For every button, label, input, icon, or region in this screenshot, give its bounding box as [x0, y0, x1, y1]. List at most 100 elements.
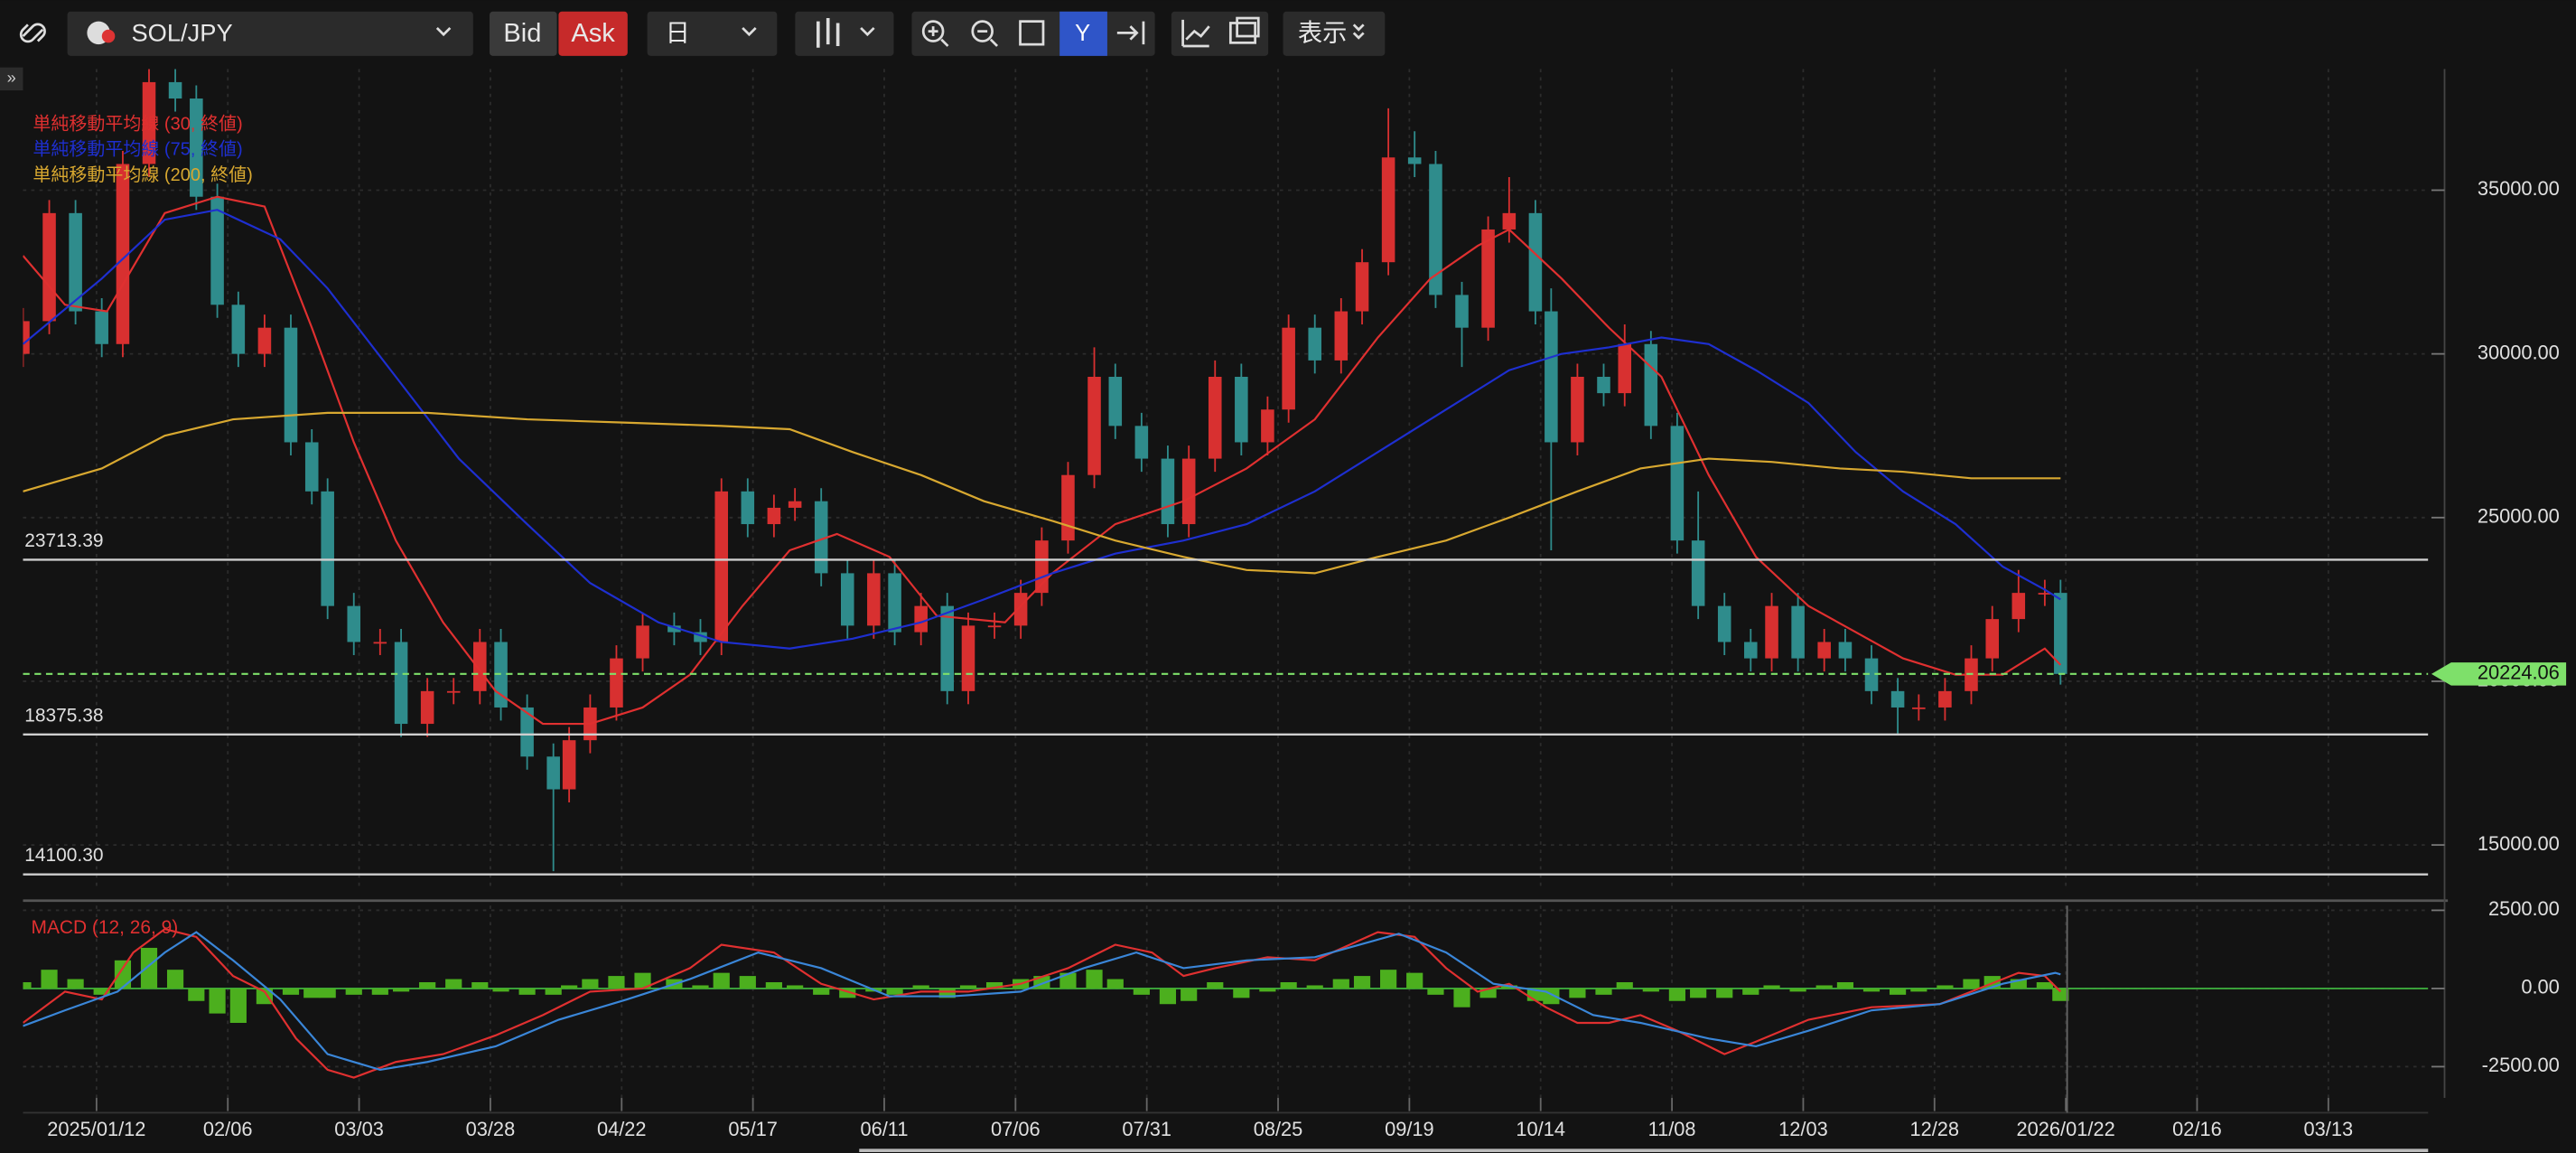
ask-label: Ask — [571, 19, 615, 48]
candle-body — [1382, 157, 1395, 262]
histogram-bar — [1742, 989, 1759, 995]
symbol-select[interactable]: SOL/JPY — [68, 12, 473, 56]
candle-body — [1645, 344, 1658, 427]
candle-body — [546, 756, 560, 789]
histogram-bar — [1669, 989, 1685, 1001]
candle-body — [1692, 540, 1705, 605]
x-tick-label: 2025/01/12 — [47, 1118, 145, 1140]
histogram-bar — [1910, 989, 1927, 991]
histogram-bar — [1233, 989, 1249, 998]
price-level-label: 23713.39 — [24, 530, 103, 551]
candle-body — [1765, 606, 1778, 659]
histogram-bar — [1837, 982, 1853, 989]
price-level-label: 14100.30 — [24, 845, 103, 866]
histogram-bar — [1107, 980, 1124, 989]
candle-body — [1744, 642, 1758, 658]
candle-body — [1817, 642, 1831, 658]
histogram-bar — [1354, 976, 1370, 989]
candle-body — [1985, 619, 1999, 658]
candle-body — [1135, 426, 1149, 458]
candle-body — [2012, 593, 2026, 619]
histogram-bar — [1763, 985, 1779, 988]
candle-body — [1718, 606, 1731, 642]
candle-body — [988, 625, 1002, 627]
ask-button[interactable]: Ask — [558, 12, 627, 56]
histogram-bar — [68, 980, 84, 989]
macd-title: MACD (12, 26, 9) — [32, 917, 179, 938]
candle-body — [95, 312, 108, 344]
histogram-bar — [2037, 982, 2053, 989]
y-tick-label: 30000.00 — [2478, 341, 2560, 363]
histogram-bar — [582, 980, 598, 989]
view: 表示 — [1298, 18, 1348, 46]
candle-body — [1571, 377, 1584, 442]
period-select[interactable]: 日 — [648, 12, 778, 56]
indicator-tools — [1171, 12, 1268, 56]
histogram-bar — [1453, 989, 1470, 1008]
candle-body — [395, 642, 408, 724]
candle-body — [1335, 312, 1349, 361]
price-level-label: 18375.38 — [24, 705, 103, 726]
view-select[interactable]: 表示 — [1283, 12, 1386, 56]
x-tick-label: 03/03 — [334, 1118, 384, 1140]
histogram-bar — [787, 985, 803, 988]
candle-body — [841, 573, 854, 625]
candle-body — [1455, 295, 1469, 327]
candle-body — [888, 573, 901, 632]
histogram-bar — [283, 989, 299, 995]
legend-entry: 単純移動平均線 (30, 終値) — [33, 114, 242, 135]
y-tick-label: 25000.00 — [2478, 505, 2560, 528]
candle-body — [962, 625, 975, 690]
histogram-bar — [1790, 989, 1806, 991]
candle-body — [742, 492, 755, 524]
chart-type-select[interactable] — [795, 12, 893, 56]
histogram-bar — [1160, 989, 1176, 1004]
histogram-bar — [714, 973, 730, 989]
histogram-bar — [1690, 989, 1706, 998]
histogram-bar — [960, 985, 976, 988]
y-tick-label: 0.00 — [2521, 976, 2559, 998]
histogram-bar — [1963, 980, 1979, 989]
candle-body — [473, 642, 487, 690]
candle-body — [768, 508, 781, 524]
x-tick-label: 02/16 — [2172, 1118, 2222, 1140]
x-tick-label: 07/31 — [1122, 1118, 1171, 1140]
toolbar: SOL/JPY Bid Ask 日 Y 表示 — [21, 12, 1385, 56]
candle-body — [867, 573, 881, 625]
legend-entry: 単純移動平均線 (75, 終値) — [33, 139, 242, 160]
x-tick-label: 09/19 — [1385, 1118, 1434, 1140]
candle-body — [1408, 157, 1422, 164]
x-tick-label: 12/28 — [1909, 1118, 1959, 1140]
histogram-bar — [740, 976, 756, 989]
candle-body — [321, 492, 334, 606]
histogram-bar — [393, 989, 409, 991]
bid-button[interactable]: Bid — [490, 12, 557, 56]
histogram-bar — [608, 976, 624, 989]
histogram-bar — [471, 982, 488, 989]
histogram-bar — [1181, 989, 1197, 1001]
histogram-bar — [1307, 985, 1323, 988]
candle-body — [1356, 262, 1369, 311]
histogram-bar — [692, 985, 708, 988]
x-tick-label: 03/13 — [2304, 1118, 2354, 1140]
x-tick-label: 2026/01/22 — [2017, 1118, 2115, 1140]
candle-body — [1671, 426, 1685, 540]
histogram-bar — [372, 989, 388, 995]
histogram-bar — [1937, 985, 1953, 988]
candle-body — [1182, 459, 1196, 524]
legend-entry: 単純移動平均線 (200, 終値) — [33, 164, 252, 185]
histogram-bar — [1890, 989, 1906, 995]
histogram-bar — [1595, 989, 1611, 995]
histogram-bar — [445, 980, 462, 989]
candle-body — [347, 606, 360, 642]
histogram-bar — [346, 989, 362, 995]
histogram-bar — [303, 989, 320, 998]
svg-text:Y: Y — [1075, 21, 1090, 46]
histogram-bar — [230, 989, 247, 1023]
y-lock[interactable]: Y — [1059, 12, 1107, 56]
panel-toggle[interactable]: » — [0, 68, 23, 90]
candle-body — [1839, 642, 1853, 658]
histogram-bar — [492, 989, 509, 991]
histogram-bar — [1281, 982, 1297, 989]
